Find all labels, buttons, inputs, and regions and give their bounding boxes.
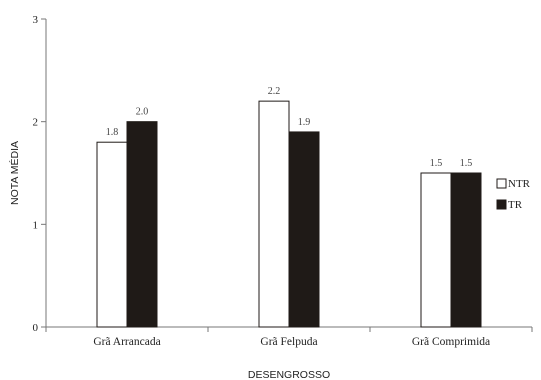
data-labels: 1.8 2.0 2.2 1.9 1.5 1.5 <box>106 86 473 169</box>
y-tick-label: 1 <box>33 219 39 231</box>
legend: NTR TR <box>496 178 531 211</box>
bars <box>96 100 482 328</box>
y-tick-label: 0 <box>33 322 39 334</box>
x-tick-label: Grã Comprimida <box>412 336 490 348</box>
y-ticks: 0 1 2 3 <box>33 14 46 334</box>
bar-tr <box>450 172 482 328</box>
data-label-tr: 2.0 <box>136 107 149 118</box>
bar-ntr <box>258 100 290 328</box>
legend-swatch-tr <box>496 199 507 210</box>
data-label-tr: 1.5 <box>460 158 473 169</box>
data-label-ntr: 1.5 <box>430 158 443 169</box>
y-tick-label: 2 <box>33 117 39 129</box>
bar-tr <box>126 121 158 328</box>
x-ticks: Grã Arrancada Grã Felpuda Grã Comprimida <box>45 327 533 348</box>
x-tick-label: Grã Felpuda <box>260 336 317 348</box>
bar-ntr <box>420 172 452 328</box>
bar-tr <box>288 131 320 328</box>
data-label-ntr: 2.2 <box>268 86 281 97</box>
legend-swatch-ntr <box>496 178 507 189</box>
legend-label-ntr: NTR <box>508 178 531 190</box>
y-tick-label: 3 <box>33 14 39 26</box>
data-label-tr: 1.9 <box>298 117 311 128</box>
legend-label-tr: TR <box>508 199 523 211</box>
x-tick-label: Grã Arrancada <box>93 336 160 348</box>
bar-ntr <box>96 141 128 328</box>
x-axis-title: DESENGROSSO <box>248 369 330 380</box>
y-axis-title: NOTA MÉDIA <box>8 141 21 205</box>
data-label-ntr: 1.8 <box>106 127 119 138</box>
